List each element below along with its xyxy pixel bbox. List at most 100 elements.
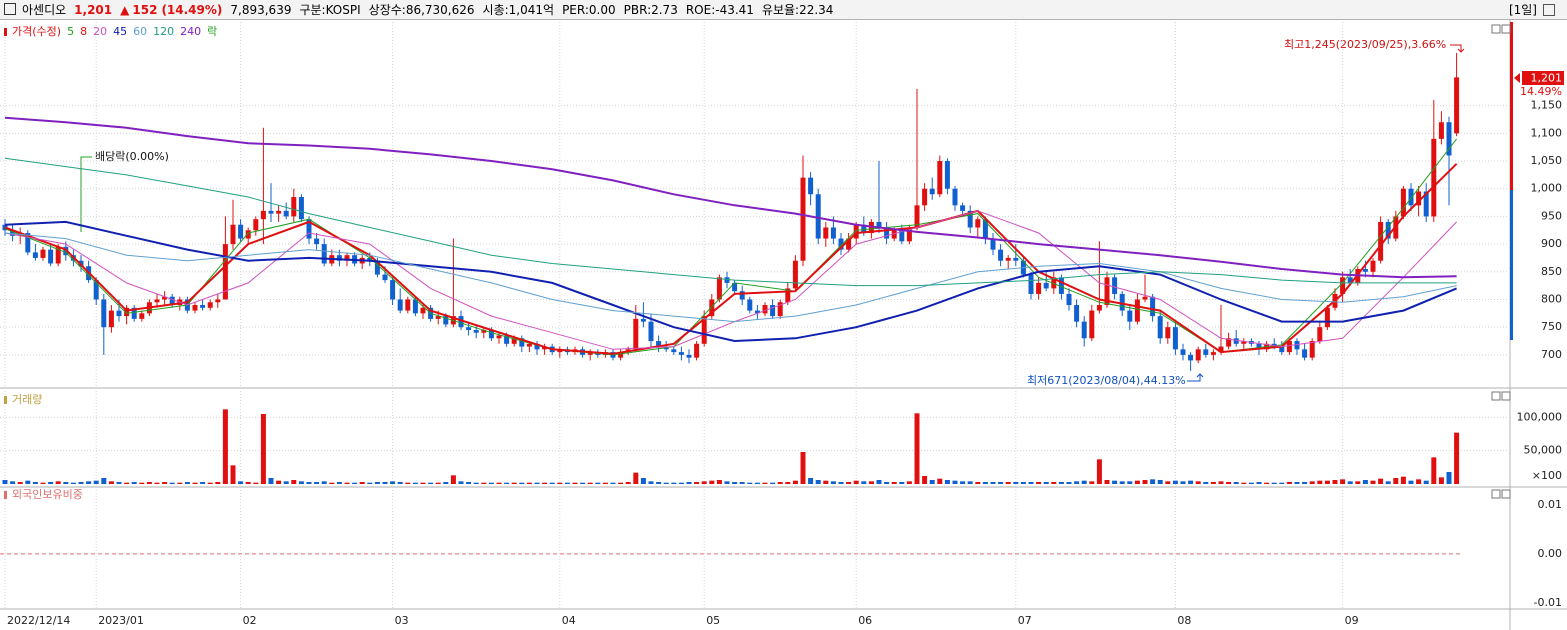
- candle-body: [63, 246, 69, 256]
- volume-bar: [245, 482, 251, 484]
- panel-button[interactable]: [1501, 24, 1511, 34]
- x-tick-label: 05: [706, 614, 720, 627]
- volume-bar: [922, 476, 928, 484]
- candle-body: [1454, 77, 1460, 134]
- candle-body: [222, 244, 228, 300]
- candle-body: [336, 255, 342, 261]
- candle-body: [1074, 305, 1080, 322]
- volume-bar: [382, 482, 388, 484]
- candle-body: [1385, 221, 1391, 239]
- candle-body: [511, 338, 517, 344]
- volume-bar: [678, 482, 684, 484]
- candle-body: [1423, 191, 1429, 217]
- volume-bar: [1172, 480, 1178, 484]
- candle-body: [853, 224, 859, 239]
- volume-bar: [990, 482, 996, 484]
- candle-body: [823, 227, 829, 239]
- volume-bar: [40, 482, 46, 484]
- volume-bar: [846, 482, 852, 484]
- volume-bar: [1302, 482, 1308, 484]
- candle-body: [1446, 122, 1452, 156]
- candle-body: [648, 321, 654, 342]
- price-pointer: [1514, 73, 1520, 83]
- volume-bar: [306, 482, 312, 484]
- candle-body: [405, 299, 411, 311]
- volume-bar: [63, 482, 69, 484]
- panel-button[interactable]: [1501, 489, 1511, 499]
- moving-average-line: [4, 157, 1457, 287]
- y-tick-label: 1,100: [1531, 126, 1563, 139]
- volume-bar: [884, 482, 890, 484]
- candle-body: [1188, 354, 1194, 361]
- volume-bar: [450, 475, 456, 484]
- panel-button[interactable]: [1491, 489, 1501, 499]
- close-button[interactable]: [1543, 4, 1555, 16]
- candle-body: [1127, 310, 1133, 322]
- candle-body: [504, 335, 510, 344]
- x-tick-label: 02: [243, 614, 257, 627]
- candle-body: [701, 316, 707, 344]
- panel-button[interactable]: [1491, 391, 1501, 401]
- volume-bar: [564, 482, 570, 484]
- volume-bar: [374, 482, 380, 484]
- period[interactable]: [1일]: [1508, 3, 1537, 17]
- volume-bar: [815, 480, 821, 484]
- candle-body: [1058, 277, 1064, 294]
- candle-body: [1013, 257, 1019, 261]
- candle-body: [207, 302, 213, 308]
- volume-bar: [602, 482, 608, 484]
- panel-buttons: [1491, 24, 1511, 499]
- x-tick-label: 09: [1345, 614, 1359, 627]
- panel-button[interactable]: [1501, 391, 1511, 401]
- candle-body: [390, 280, 396, 300]
- candle-body: [116, 310, 122, 317]
- candle-body: [937, 161, 943, 195]
- x-tick-label: 2023/01: [98, 614, 144, 627]
- volume-bar: [473, 482, 479, 484]
- legend-entry: 외국인보유비중: [12, 488, 83, 501]
- candle-body: [1096, 305, 1102, 311]
- candle-body: [808, 177, 814, 195]
- volume-bar: [952, 480, 958, 484]
- candle-body: [1340, 277, 1346, 294]
- y-tick-label: 50,000: [1524, 444, 1563, 457]
- volume-bar: [390, 481, 396, 484]
- candle-body: [298, 197, 304, 220]
- candle-body: [1043, 282, 1049, 289]
- candle-body: [253, 219, 259, 231]
- candle-body: [1347, 277, 1353, 283]
- candle-body: [929, 188, 935, 195]
- volume-bar: [739, 482, 745, 484]
- volume-bar: [633, 472, 639, 484]
- candle-body: [944, 161, 950, 189]
- volume-bar: [260, 414, 266, 484]
- candle-body: [1134, 299, 1140, 322]
- side-bar: [1510, 190, 1513, 340]
- candle-body: [1378, 221, 1384, 261]
- volume-bar: [276, 480, 282, 484]
- candle-body: [770, 305, 776, 317]
- volume-bar: [93, 480, 99, 484]
- candle-body: [1309, 341, 1315, 358]
- volume-bar: [1089, 481, 1095, 484]
- volume-bar: [1043, 482, 1049, 484]
- candle-body: [618, 352, 624, 358]
- moving-average-line: [4, 220, 1457, 343]
- candle-body: [25, 233, 31, 253]
- candle-body: [1431, 138, 1437, 217]
- y-tick-label: 1,050: [1531, 154, 1563, 167]
- volume-bar: [792, 480, 798, 484]
- y-tick-label: 0.01: [1538, 498, 1563, 511]
- y-tick-label: 1,150: [1531, 99, 1563, 112]
- volume-bar: [618, 482, 624, 484]
- volume-bar: [808, 478, 814, 484]
- panel-button[interactable]: [1491, 24, 1501, 34]
- checkbox[interactable]: [4, 3, 16, 15]
- candle-body: [1416, 191, 1422, 206]
- volume-bar: [656, 482, 662, 484]
- volume-bar: [899, 482, 905, 484]
- volume-bar: [1112, 480, 1118, 484]
- candle-body: [952, 188, 958, 206]
- unit-label: ×100: [1532, 469, 1562, 482]
